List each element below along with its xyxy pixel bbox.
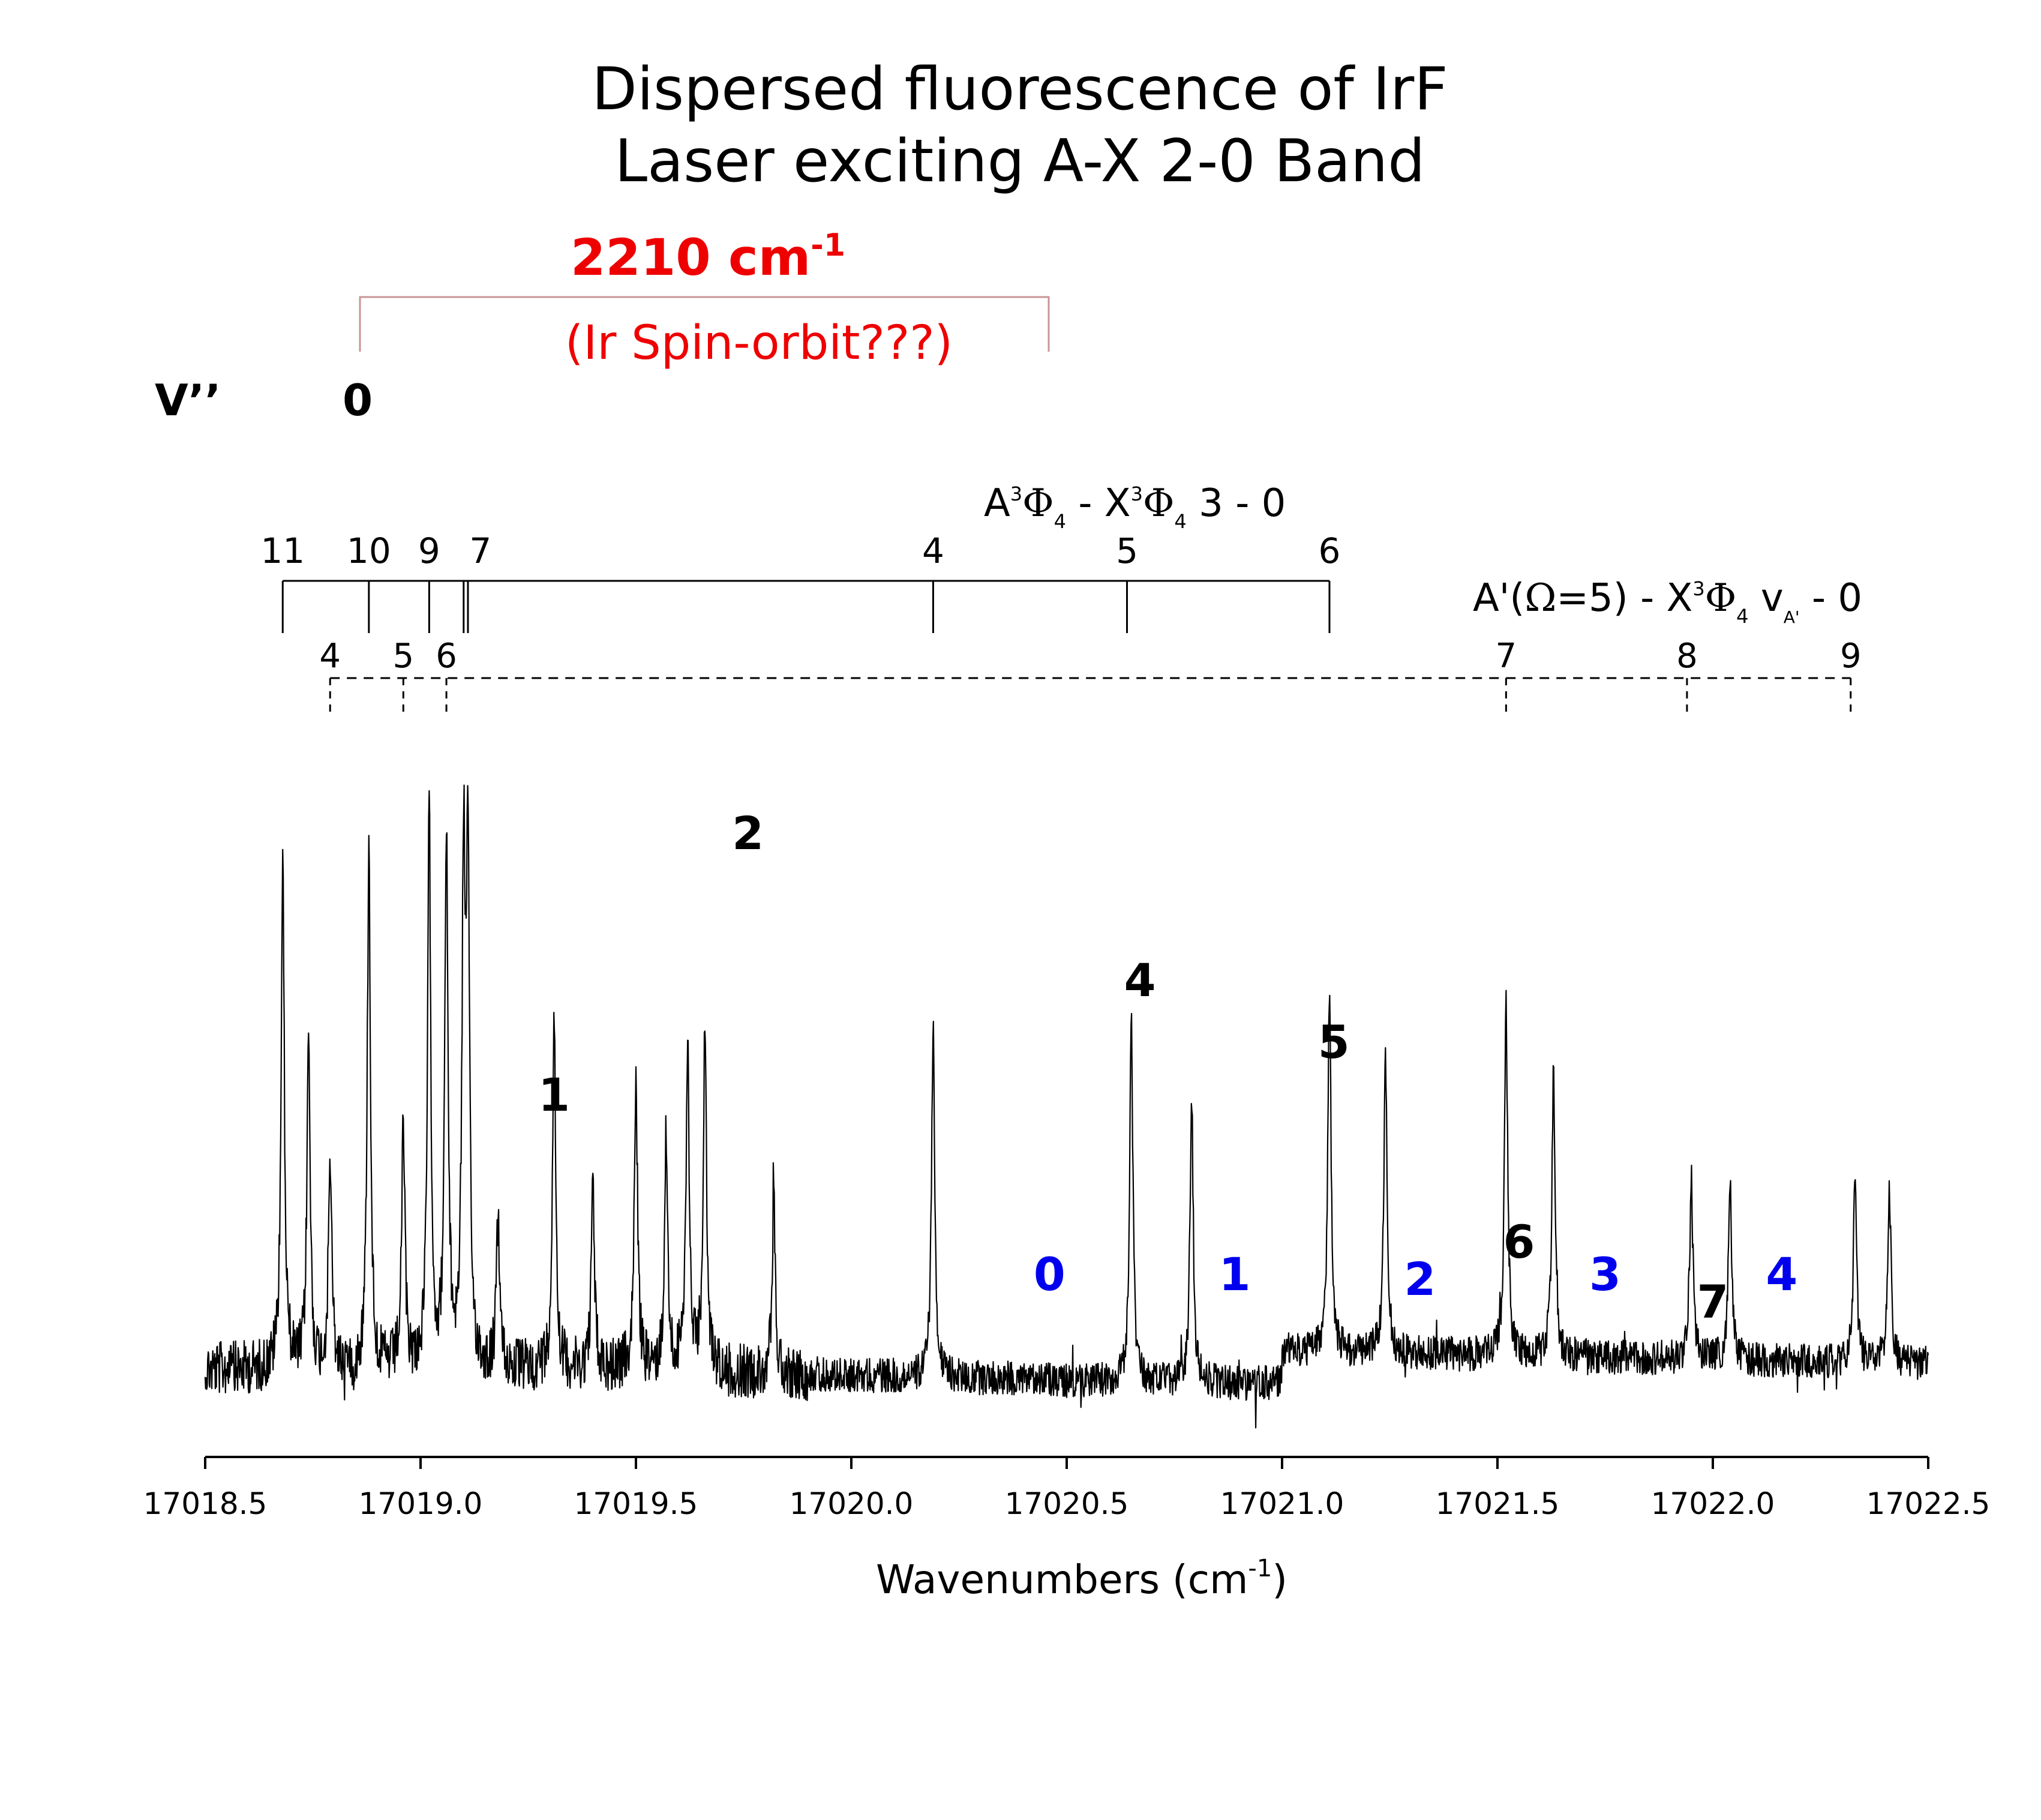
band2-tick-label: 6 [436,637,457,676]
band1-tick-label: 11 [260,530,305,571]
peak-label-black: 1 [538,1068,570,1122]
band2-label: A'(Ω=5) - X3Φ4 vA' - 0 [1473,576,1862,628]
x-tick-label: 17020.0 [790,1486,914,1521]
band2-tick-label: 7 [1496,637,1517,676]
svg-text:2210 cm-1: 2210 cm-1 [571,227,845,287]
band2-tick-label: 4 [319,637,341,676]
x-tick-label: 17018.5 [143,1486,268,1521]
band1-tick-label: 10 [347,530,391,571]
peak-label-black: 2 [732,806,764,860]
band2-tick-label: 8 [1676,637,1698,676]
spacing-label: 2210 cm [571,228,811,287]
band1-tick-label: 7 [469,530,491,571]
peak-label-black: 6 [1503,1215,1535,1269]
band2-tick-label: 5 [392,637,414,676]
peak-label-blue: 1 [1219,1248,1251,1301]
band2-tick-label: 9 [1840,637,1862,676]
peak-label-blue: 0 [1034,1248,1065,1301]
vpp-label: V’’ [155,375,221,425]
x-tick-label: 17022.0 [1651,1486,1775,1521]
chart-title-line1: Dispersed fluorescence of IrF [592,55,1448,124]
x-tick-label: 17019.5 [574,1486,698,1521]
vpp-zero: 0 [343,375,373,425]
spectrum-trace [204,784,1929,1429]
spacing-bracket [359,296,1050,352]
x-axis: 17018.5 17019.0 17019.5 17020.0 17020.5 17021… [143,1456,1991,1521]
x-tick-label: 17019.0 [359,1486,483,1521]
band1-tick-label: 4 [922,530,944,571]
x-axis-title: Wavenumbers (cm-1) [876,1555,1287,1603]
peak-labels: 1 2 4 5 6 7 0 1 2 3 4 [538,806,1797,1329]
spacing-label-sup: -1 [811,227,845,263]
chart-title-line2: Laser exciting A-X 2-0 Band [615,127,1425,196]
peak-label-blue: 4 [1766,1248,1797,1301]
peak-label-black: 7 [1697,1275,1729,1329]
band1-label: A3Φ4 - X3Φ4 3 - 0 [984,481,1286,533]
spacing-note: (Ir Spin-orbit???) [565,316,953,370]
x-tick-label: 17021.5 [1436,1486,1560,1521]
peak-label-blue: 2 [1404,1252,1436,1306]
peak-label-blue: 3 [1589,1248,1621,1301]
spin-orbit-annotation: 2210 cm-1 (Ir Spin-orbit???) [359,227,1050,370]
band1-tick-label: 6 [1319,530,1341,571]
band1-tick-label: 5 [1116,530,1138,571]
x-tick-label: 17021.0 [1220,1486,1344,1521]
band1-progression: 11 10 9 7 4 5 6 [260,530,1340,633]
peak-label-black: 5 [1318,1015,1350,1069]
band1-tick-label: 9 [418,530,440,571]
x-tick-label: 17022.5 [1866,1486,1991,1521]
x-tick-label: 17020.5 [1005,1486,1129,1521]
peak-label-black: 4 [1124,954,1156,1007]
